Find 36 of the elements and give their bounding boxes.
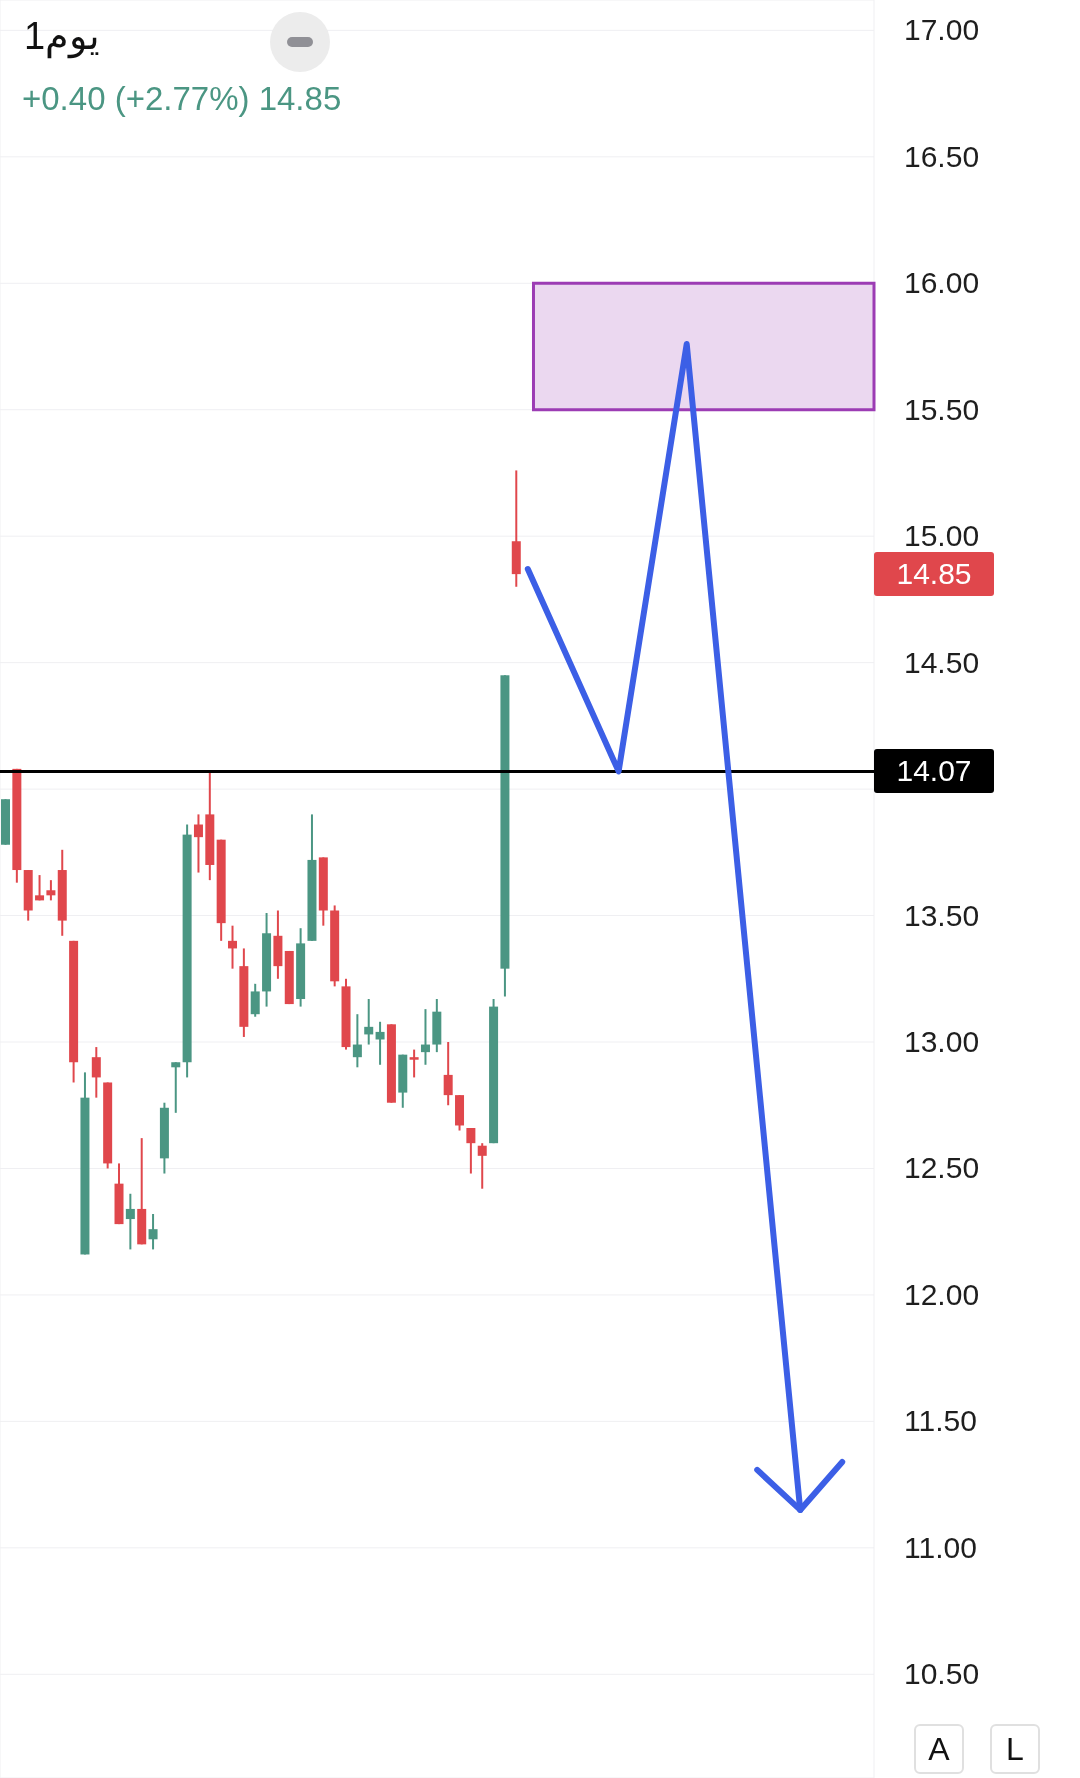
candlestick [46,879,56,902]
candlestick [466,1127,476,1175]
y-tick-label: 11.50 [904,1404,977,1438]
candlestick [35,874,45,902]
candlestick [364,998,374,1046]
candlestick [409,1048,419,1079]
y-tick-label: 16.50 [904,139,980,173]
text: +0.40 (+2.77%) 14.85 [22,80,342,118]
candlestick [375,1020,385,1066]
text: L [990,1724,1040,1774]
candlestick [477,1142,487,1190]
text: A [914,1724,964,1774]
y-tick-label: 13.00 [904,1025,980,1059]
y-tick-label: 11.00 [904,1530,977,1564]
y-tick-label: 15.50 [904,392,980,426]
candlestick [443,1041,453,1107]
y-tick-label: 12.50 [904,1151,980,1185]
y-tick-label: 17.00 [904,13,980,47]
y-tick-label: 10.50 [904,1657,980,1691]
y-tick-label: 15.00 [904,519,980,553]
candlestick [193,813,203,874]
candlestick [228,924,238,970]
candlestick [250,982,260,1018]
y-tick-label: 13.50 [904,898,980,932]
candlestick [420,1008,430,1066]
y-tick-label: 12.00 [904,1277,980,1311]
ref-line-label: 14.07 [874,749,994,794]
text: 14.85 [874,552,994,597]
candlestick [148,1213,158,1251]
y-tick-label: 14.50 [904,645,980,679]
candlestick [125,1192,135,1251]
candlestick [352,1013,362,1069]
chart-title: 1يوم [24,14,101,58]
y-tick-label: 16.00 [904,266,980,300]
candlestick [171,1061,181,1114]
candlestick [91,1046,101,1099]
